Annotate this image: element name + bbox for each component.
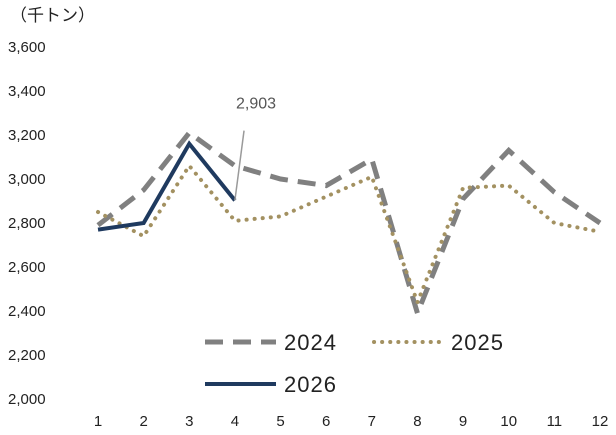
y-tick-label-3: 3,000 bbox=[8, 171, 46, 188]
x-tick-label-7: 8 bbox=[413, 413, 421, 430]
x-tick-label-1: 2 bbox=[139, 413, 147, 430]
series-layer bbox=[96, 129, 602, 321]
x-tick-label-9: 10 bbox=[500, 413, 517, 430]
x-tick-label-0: 1 bbox=[94, 413, 102, 430]
x-tick-label-6: 7 bbox=[368, 413, 376, 430]
y-tick-label-4: 2,800 bbox=[8, 215, 46, 232]
y-tick-label-0: 3,600 bbox=[8, 39, 46, 56]
x-tick-label-4: 5 bbox=[276, 413, 284, 430]
x-tick-label-11: 12 bbox=[592, 413, 609, 430]
x-axis: 1 2 3 4 5 6 7 8 9 10 11 12 bbox=[94, 413, 609, 430]
x-tick-label-3: 4 bbox=[231, 413, 239, 430]
y-tick-label-7: 2,200 bbox=[8, 347, 46, 364]
legend-label-2025: 2025 bbox=[451, 330, 504, 355]
y-tick-label-8: 2,000 bbox=[8, 391, 46, 408]
x-tick-label-5: 6 bbox=[322, 413, 330, 430]
annotation-leader-line bbox=[234, 130, 245, 201]
series-line-2026 bbox=[97, 140, 237, 232]
x-tick-label-2: 3 bbox=[185, 413, 193, 430]
y-axis: 3,600 3,400 3,200 3,000 2,800 2,600 2,400 2,200… bbox=[8, 39, 46, 408]
series-line-2024 bbox=[96, 129, 602, 321]
y-tick-label-5: 2,600 bbox=[8, 259, 46, 276]
annotation-layer: 2,903 bbox=[234, 96, 276, 201]
legend-label-2024: 2024 bbox=[284, 330, 337, 355]
legend: 2024 2025 2026 bbox=[205, 330, 504, 397]
x-tick-label-10: 11 bbox=[547, 413, 563, 430]
legend-label-2026: 2026 bbox=[284, 372, 337, 397]
series-line-2025 bbox=[96, 163, 602, 305]
unit-label: （千トン） bbox=[10, 6, 95, 25]
annotation-label: 2,903 bbox=[236, 96, 276, 113]
x-tick-label-8: 9 bbox=[459, 413, 467, 430]
y-tick-label-1: 3,400 bbox=[8, 83, 46, 100]
y-tick-label-2: 3,200 bbox=[8, 127, 46, 144]
y-tick-label-6: 2,400 bbox=[8, 303, 46, 320]
